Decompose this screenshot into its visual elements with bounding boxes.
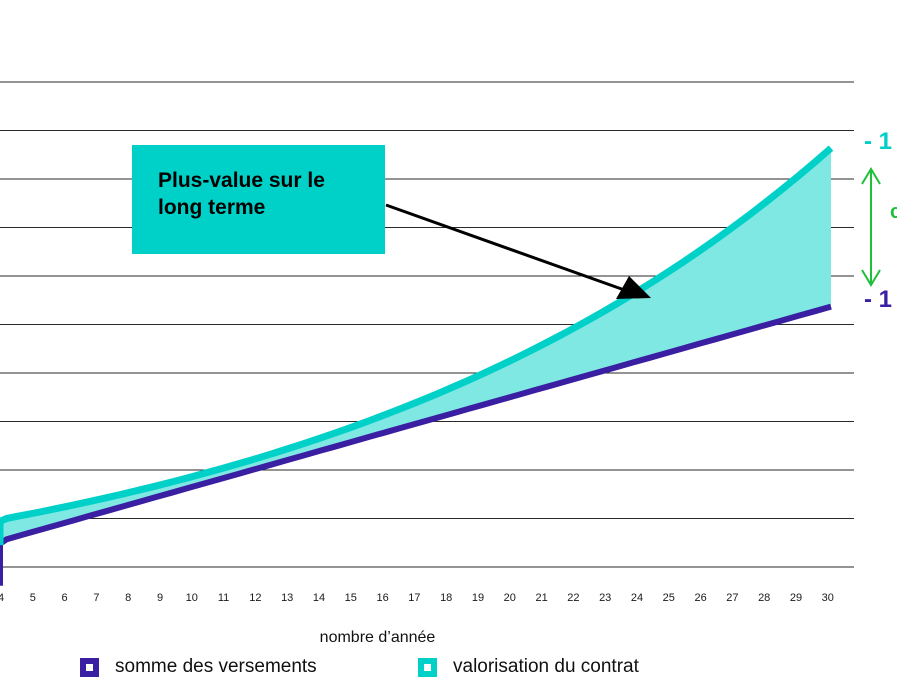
callout-arrow-line [385, 203, 631, 294]
callout-text: Plus-value sur le long terme [158, 169, 325, 219]
x-tick-label: 13 [281, 592, 293, 604]
x-tick-label: 12 [249, 592, 261, 604]
legend-label-valorisation: valorisation du contrat [453, 656, 639, 677]
legend-swatch-versements [80, 657, 99, 677]
legend-swatch-valorisation [418, 657, 437, 677]
x-tick-label: 6 [62, 592, 68, 604]
x-tick-label: 27 [726, 592, 738, 604]
x-tick-label: 4 [0, 592, 4, 604]
x-tick-label: 25 [663, 592, 675, 604]
x-tick-label: 10 [186, 592, 198, 604]
right-marker-top: - 1 [864, 128, 893, 155]
legend-item-valorisation: valorisation du contrat [418, 656, 639, 678]
x-tick-label: 23 [599, 592, 611, 604]
x-tick-label: 21 [535, 592, 547, 604]
x-tick-labels: 4 5 6 7 8 9 10 11 12 13 14 15 16 17 18 19 20 21 22 23 24 25 26… [0, 592, 834, 604]
right-marker-bottom: - 1 [864, 286, 893, 313]
plus-value-area [0, 148, 831, 586]
x-tick-label: 17 [408, 592, 420, 604]
x-tick-label: 19 [472, 592, 484, 604]
legend-item-versements: somme des versements [80, 656, 317, 678]
legend-label-versements: somme des versements [115, 656, 317, 677]
x-tick-label: 8 [125, 592, 131, 604]
x-tick-label: 9 [157, 592, 163, 604]
x-tick-label: 28 [758, 592, 770, 604]
x-tick-label: 29 [790, 592, 802, 604]
x-tick-label: 30 [822, 592, 834, 604]
callout-arrow-head [616, 276, 651, 299]
x-tick-label: 26 [694, 592, 706, 604]
gap-arrow-head-top [861, 167, 881, 185]
x-tick-label: 18 [440, 592, 452, 604]
x-axis-label: nombre d’année [319, 629, 436, 646]
x-tick-label: 14 [313, 592, 325, 604]
right-marker-gap: c 6 [890, 201, 897, 223]
gap-arrow-head-bottom [861, 269, 881, 287]
x-tick-label: 5 [30, 592, 36, 604]
series-line-valorisation-du-contrat [0, 145, 834, 546]
series-line-somme-des-versements [0, 303, 832, 586]
x-tick-label: 7 [93, 592, 99, 604]
x-tick-label: 24 [631, 592, 643, 604]
plus-value-callout: Plus-value sur le long terme [132, 145, 385, 254]
x-tick-label: 20 [504, 592, 516, 604]
x-tick-label: 22 [567, 592, 579, 604]
x-tick-label: 16 [376, 592, 388, 604]
x-tick-label: 15 [345, 592, 357, 604]
x-tick-label: 11 [218, 592, 229, 604]
